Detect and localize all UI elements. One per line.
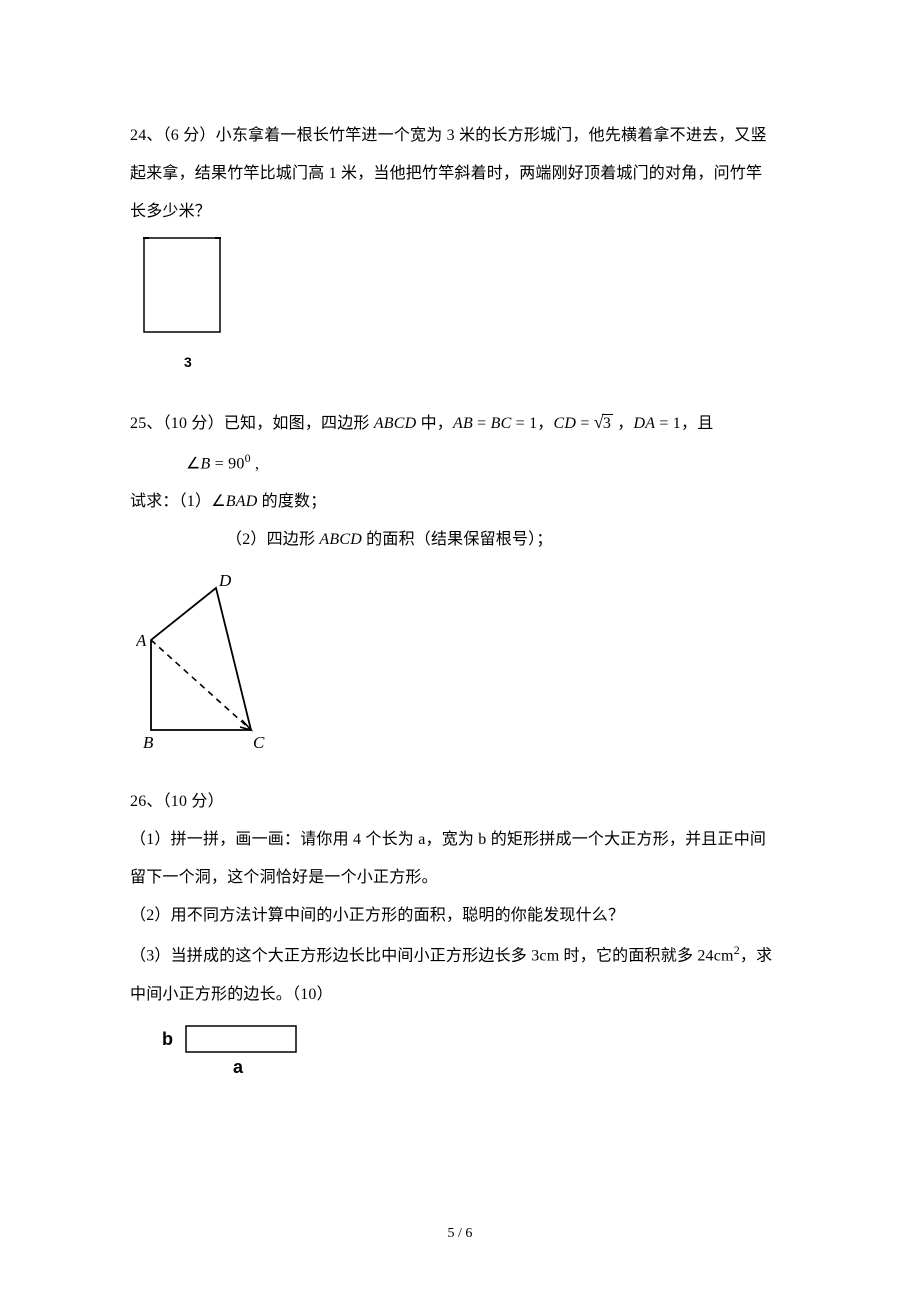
q25-quad-svg: D A B C: [136, 570, 296, 750]
q26-label-a: a: [233, 1057, 244, 1077]
q25-bad: BAD: [226, 493, 258, 510]
q25-angle-line: ∠B = 900 ,: [130, 446, 800, 480]
q25-sqrt3: √3: [594, 404, 613, 440]
q25-ab: AB: [453, 415, 473, 432]
q25-figure: D A B C: [136, 570, 800, 762]
q25-mid1: 中，: [416, 415, 453, 432]
q26-p1a-text: （1）拼一拼，画一画：请你用 4 个长为 a，宽为 b 的矩形拼成一个大正方形，…: [130, 831, 766, 848]
q26-p1b: 留下一个洞，这个洞恰好是一个小正方形。: [130, 862, 800, 894]
q24-figure: 3: [138, 234, 800, 376]
q24-label-3: 3: [184, 348, 800, 376]
q26-p1b-text: 留下一个洞，这个洞恰好是一个小正方形。: [130, 869, 438, 886]
q25-cd: CD: [553, 415, 576, 432]
q24-label-3-text: 3: [184, 354, 192, 370]
page-footer: 5 / 6: [0, 1226, 920, 1242]
q25-da: DA: [633, 415, 655, 432]
q26-number: 26、: [130, 793, 163, 810]
q25-angle-end: ,: [251, 455, 259, 472]
q26-p3c: 中间小正方形的边长。（10）: [130, 979, 800, 1011]
q26-p2-text: （2）用不同方法计算中间的小正方形的面积，聪明的你能发现什么？: [130, 907, 624, 924]
q25-v1: = 1: [511, 415, 537, 432]
q26-rect-svg: b a: [158, 1021, 328, 1081]
q24-line3: 长多少米？: [130, 196, 800, 228]
q26-p3a: （3）当拼成的这个大正方形边长比中间小正方形边长多 3cm 时，它的面积就多 2…: [130, 938, 800, 972]
q26-label-b: b: [162, 1029, 173, 1049]
q26-p1a: （1）拼一拼，画一画：请你用 4 个长为 a，宽为 b 的矩形拼成一个大正方形，…: [130, 824, 800, 856]
q25-lead: 已知，如图，四边形: [224, 415, 374, 432]
q24-rect-svg: [138, 234, 226, 334]
q26-p3b-text: ，求: [740, 948, 772, 965]
page-number: 5 / 6: [448, 1226, 473, 1241]
q25-c3: ，且: [681, 415, 713, 432]
q26-points: （10 分）: [163, 793, 224, 810]
q25-p2-lead: （2）四边形: [226, 531, 319, 548]
q24-line1: 24、（6 分）小东拿着一根长竹竿进一个宽为 3 米的长方形城门，他先横着拿不进…: [130, 120, 800, 152]
q26-p3c-text: 中间小正方形的边长。（10）: [130, 986, 333, 1003]
q25-line1: 25、（10 分）已知，如图，四边形 ABCD 中，AB = BC = 1，CD…: [130, 404, 800, 440]
q24-text-1: 小东拿着一根长竹竿进一个宽为 3 米的长方形城门，他先横着拿不进去，又竖: [216, 127, 767, 144]
q25-angle-sym: ∠: [186, 455, 201, 472]
q25-angle-val: = 90: [211, 455, 245, 472]
q25-label-C: C: [253, 733, 265, 750]
q25-c2: ，: [617, 415, 633, 432]
q24-number: 24、: [130, 127, 163, 144]
q25-bc: BC: [491, 415, 512, 432]
q24-text-2: 起来拿，结果竹竿比城门高 1 米，当他把竹竿斜着时，两端刚好顶着城门的对角，问竹…: [130, 165, 762, 182]
q25-label-A: A: [136, 631, 147, 650]
q25-ask-lead: 试求：（1）: [130, 493, 211, 510]
q24-points: （6 分）: [163, 127, 216, 144]
q26-figure: b a: [158, 1021, 800, 1093]
q26-p3a-text: （3）当拼成的这个大正方形边长比中间小正方形边长多 3cm 时，它的面积就多 2…: [130, 948, 734, 965]
q25-eq1: =: [473, 415, 491, 432]
q25-number: 25、: [130, 415, 163, 432]
q25-ask2: （2）四边形 ABCD 的面积（结果保留根号）；: [130, 524, 800, 556]
q25-c1: ，: [537, 415, 553, 432]
q24-line2: 起来拿，结果竹竿比城门高 1 米，当他把竹竿斜着时，两端刚好顶着城门的对角，问竹…: [130, 158, 800, 190]
q25-p2-tail: 的面积（结果保留根号）；: [362, 531, 553, 548]
q25-points: （10 分）: [163, 415, 224, 432]
q24-text-3: 长多少米？: [130, 203, 211, 220]
q26-p2: （2）用不同方法计算中间的小正方形的面积，聪明的你能发现什么？: [130, 900, 800, 932]
q25-angle-B: B: [201, 455, 211, 472]
q25-label-D: D: [218, 571, 232, 590]
q25-ask1: 试求：（1）∠BAD 的度数；: [130, 486, 800, 518]
q25-da-eq: = 1: [655, 415, 681, 432]
q25-p2-quad: ABCD: [319, 531, 362, 548]
q26-head: 26、（10 分）: [130, 786, 800, 818]
q25-quad: ABCD: [374, 415, 417, 432]
q25-ask-tail: 的度数；: [257, 493, 326, 510]
q25-sqrt3-val: 3: [602, 414, 613, 432]
q25-label-B: B: [143, 733, 154, 750]
q25-eq2: =: [576, 415, 594, 432]
